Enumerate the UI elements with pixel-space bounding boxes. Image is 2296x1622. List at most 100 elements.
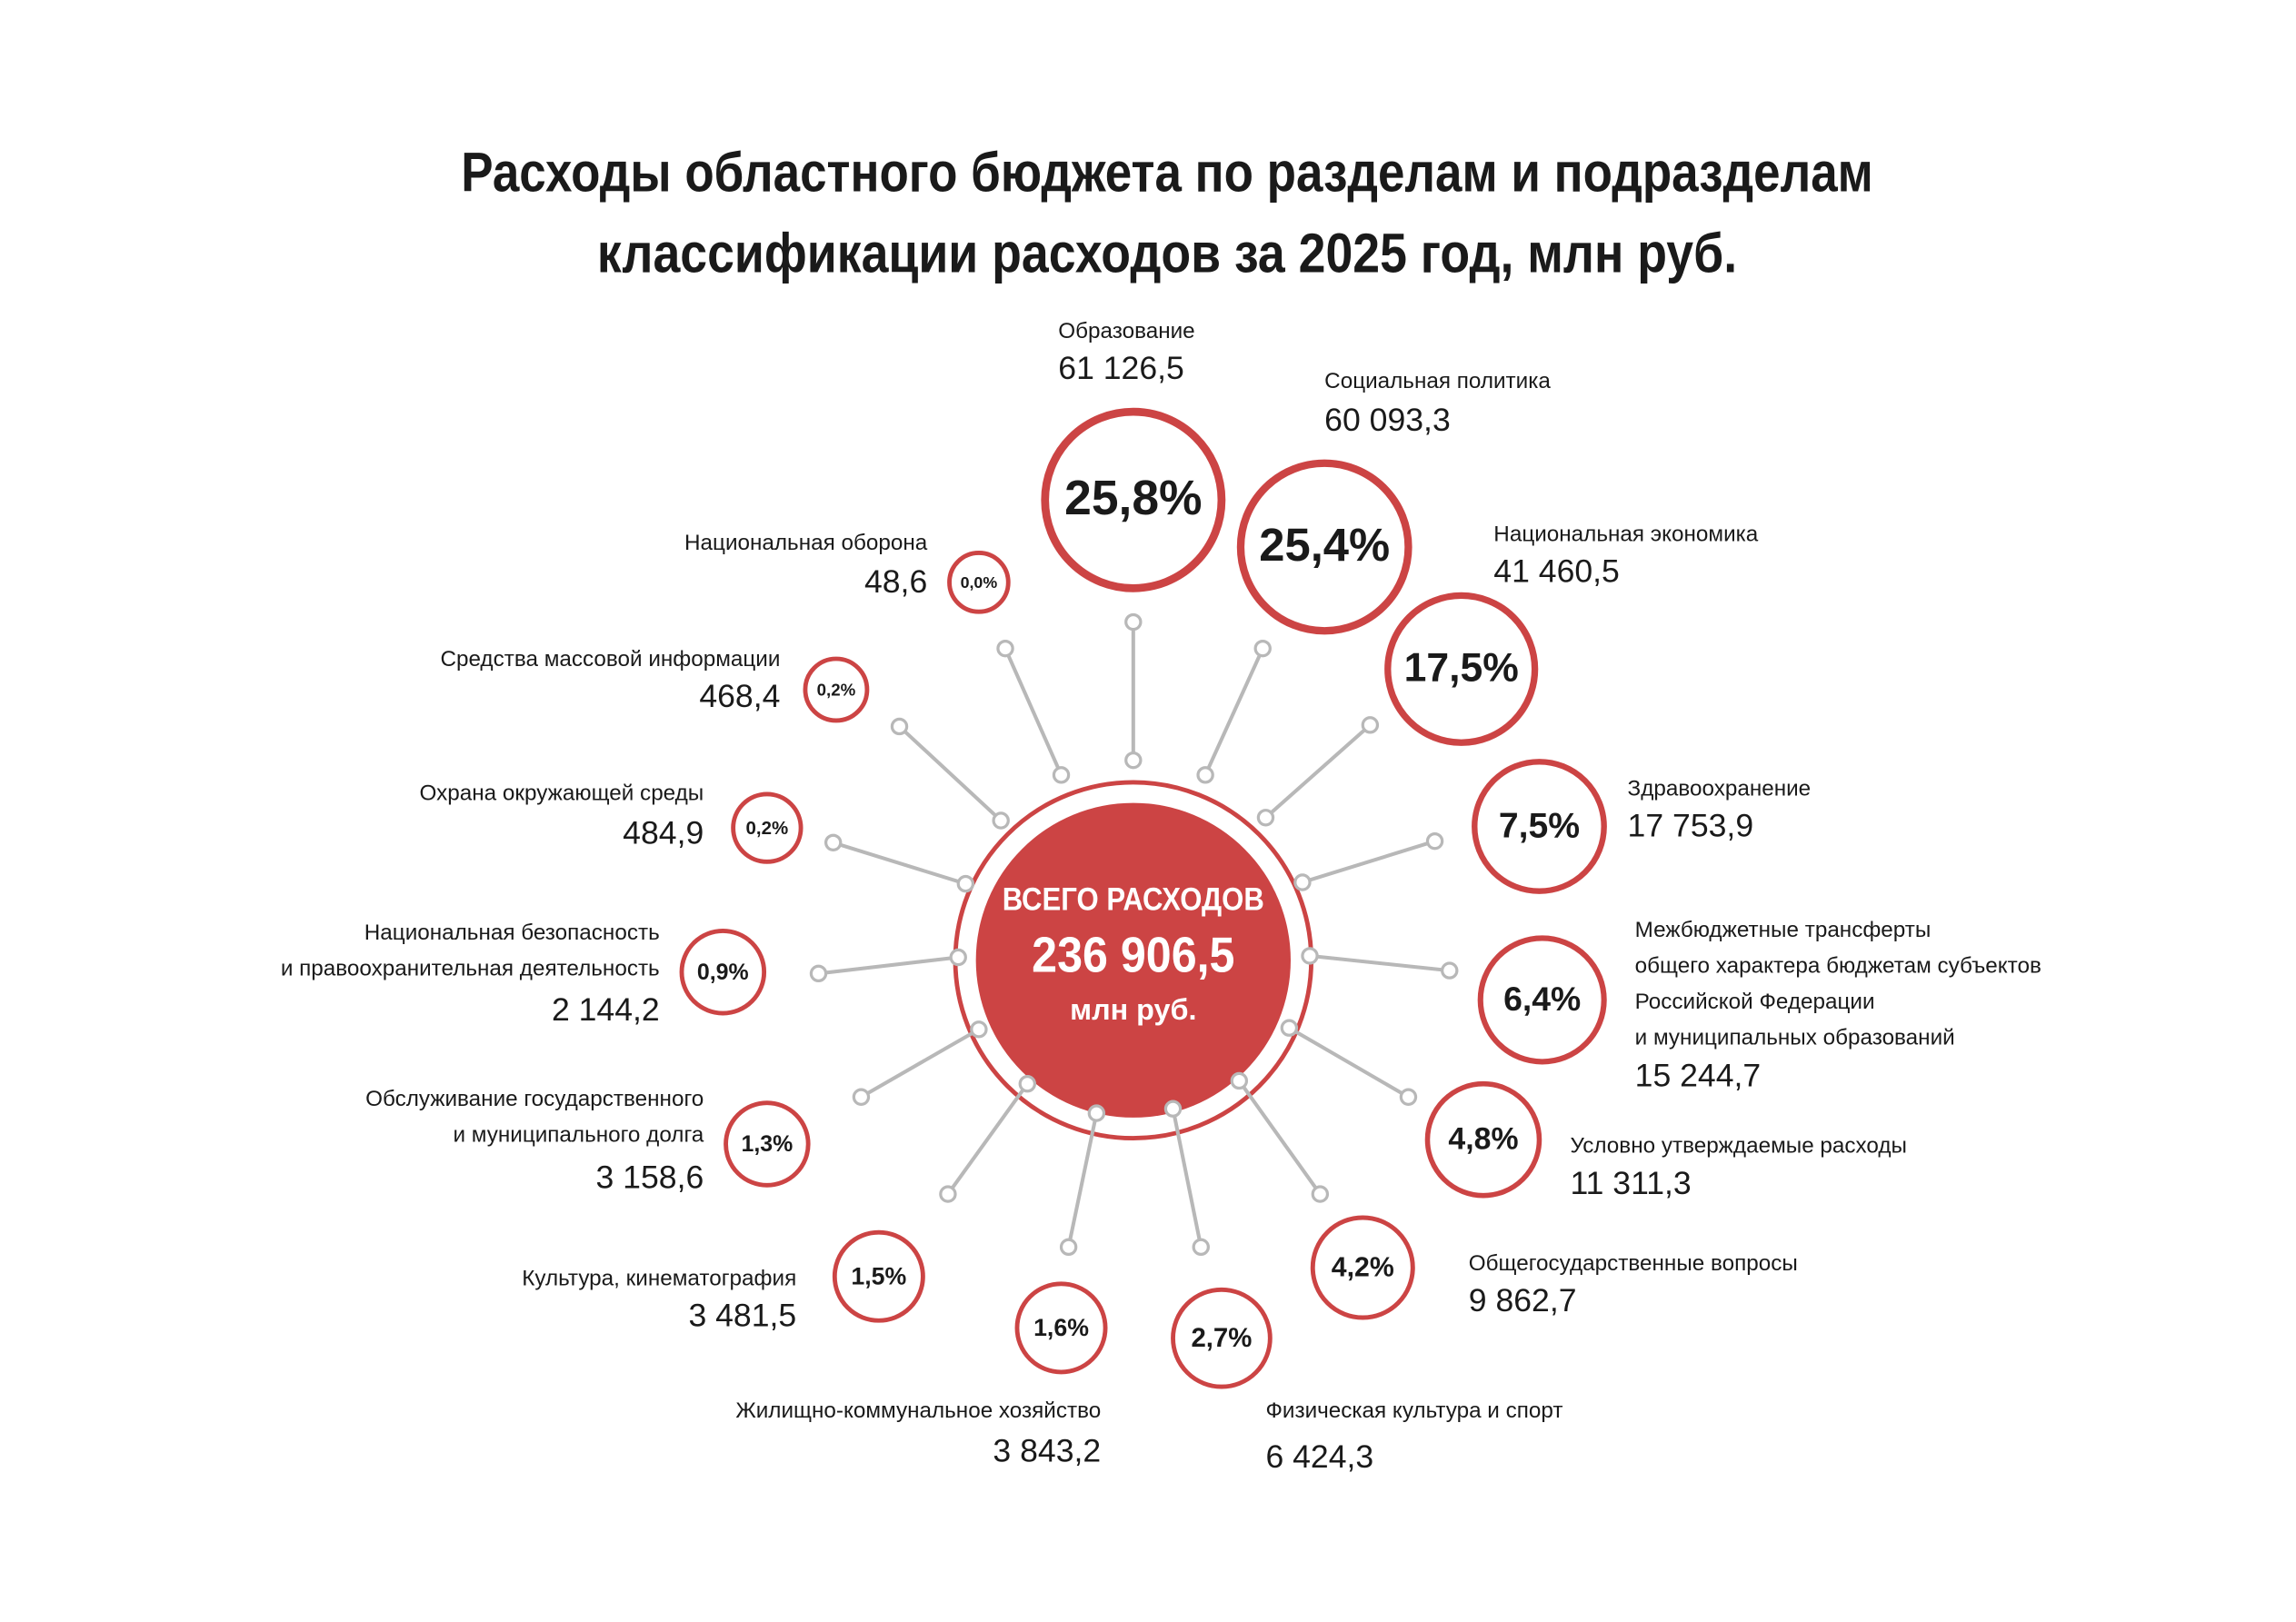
item-label: Межбюджетные трансферты (1635, 918, 1932, 942)
item-value: 41 460,5 (1493, 553, 1620, 590)
spoke-dot (949, 948, 967, 967)
spoke-dot (1441, 961, 1459, 980)
item-value: 61 126,5 (1058, 350, 1184, 386)
spoke (818, 955, 959, 976)
spoke-dot (1399, 1088, 1418, 1106)
share-circle (947, 551, 1011, 614)
item-label: и правоохранительная деятельность (281, 957, 660, 981)
item-value: 2 144,2 (552, 991, 660, 1028)
item-label: и муниципального долга (453, 1123, 704, 1148)
item-label: Образование (1058, 319, 1194, 343)
spoke-dot (1253, 639, 1272, 658)
spoke (833, 841, 966, 886)
item-label: Общегосударственные вопросы (1469, 1251, 1798, 1276)
share-text: 0,2% (817, 681, 856, 700)
spoke (1003, 647, 1063, 776)
spoke-dot (939, 1185, 957, 1203)
spoke (1203, 647, 1265, 776)
item-label: Социальная политика (1324, 369, 1551, 393)
share-text: 0,2% (746, 818, 789, 839)
share-circle (1384, 592, 1539, 746)
spoke-dot (956, 874, 975, 893)
item-label: Национальная безопасность (364, 920, 660, 945)
spoke (1288, 1026, 1410, 1100)
spoke-dot (1059, 1238, 1078, 1257)
share-circle (731, 791, 804, 864)
spoke-dot (1124, 612, 1143, 632)
item-value: 3 843,2 (993, 1432, 1101, 1468)
spoke-dot (970, 1020, 988, 1039)
share-circle (1236, 459, 1413, 635)
share-text: 25,4% (1259, 519, 1390, 571)
center-value: 236 906,5 (1032, 927, 1234, 983)
item-value: 60 093,3 (1324, 402, 1451, 438)
share-circle (1310, 1215, 1415, 1320)
share-text: 0,9% (697, 960, 749, 985)
spoke-dot (1052, 766, 1071, 784)
spoke-dot (996, 639, 1014, 658)
item-value: 3 158,6 (596, 1159, 704, 1195)
spoke-dot (852, 1088, 871, 1106)
spoke-dot (809, 964, 828, 983)
spoke-dot (1293, 873, 1312, 891)
item-label: Средства массовой информации (440, 647, 780, 672)
item-value: 3 481,5 (688, 1297, 796, 1333)
spoke (1237, 1080, 1322, 1196)
share-text: 7,5% (1499, 806, 1580, 845)
spoke-dot (1311, 1185, 1330, 1203)
item-value: 468,4 (699, 678, 780, 714)
item-value: 11 311,3 (1570, 1165, 1691, 1201)
item-label: Российской Федерации (1635, 990, 1875, 1014)
item-value: 17 753,9 (1628, 808, 1754, 844)
share-circle (832, 1229, 925, 1323)
center-unit: млн руб. (1070, 993, 1196, 1026)
share-text: 17,5% (1404, 646, 1519, 691)
item-label: Здравоохранение (1628, 776, 1812, 801)
spoke-dot (1280, 1019, 1299, 1037)
item-label: Национальная экономика (1493, 522, 1758, 546)
spoke-dot (1301, 947, 1319, 965)
share-circle (1477, 935, 1607, 1065)
spoke (860, 1028, 980, 1100)
item-value: 6 424,3 (1265, 1438, 1373, 1475)
center-circle (975, 802, 1291, 1118)
spoke (946, 1082, 1029, 1196)
share-text: 6,4% (1503, 980, 1581, 1018)
share-text: 0,0% (961, 573, 998, 592)
spoke (1302, 839, 1436, 884)
spoke (1066, 1112, 1099, 1248)
share-text: 4,8% (1448, 1122, 1518, 1157)
share-circle (1472, 759, 1607, 894)
share-circle (679, 928, 767, 1016)
center-label: ВСЕГО РАСХОДОВ (1003, 881, 1264, 917)
title-line: классификации расходов за 2025 год, млн … (597, 222, 1737, 284)
share-circle (1041, 407, 1226, 592)
item-label: Условно утверждаемые расходы (1570, 1134, 1907, 1159)
spoke-dot (824, 833, 843, 852)
spoke-dot (992, 811, 1010, 830)
spoke (1171, 1108, 1203, 1248)
spoke-dot (1192, 1238, 1210, 1257)
spoke-dot (1425, 831, 1444, 851)
spoke-dot (890, 717, 909, 736)
item-label: Охрана окружающей среды (420, 781, 704, 805)
share-text: 25,8% (1064, 472, 1202, 525)
spoke-dot (1256, 809, 1275, 827)
item-label: Обслуживание государственного (365, 1087, 704, 1111)
share-text: 1,5% (851, 1262, 906, 1289)
spoke-dot (1196, 766, 1214, 784)
spoke (1309, 953, 1450, 973)
spoke-dot (1230, 1071, 1249, 1090)
item-value: 9 862,7 (1469, 1282, 1577, 1318)
item-label: общего характера бюджетам субъектов (1635, 953, 2041, 978)
share-circle (803, 656, 870, 723)
item-label: Жилищно-коммунальное хозяйство (735, 1398, 1101, 1423)
item-label: и муниципальных образований (1635, 1026, 1955, 1050)
spoke-dot (1361, 716, 1380, 734)
spoke-dot (1124, 751, 1143, 770)
share-circle (1171, 1287, 1273, 1389)
share-text: 1,3% (741, 1131, 793, 1157)
share-circle (1424, 1080, 1542, 1199)
